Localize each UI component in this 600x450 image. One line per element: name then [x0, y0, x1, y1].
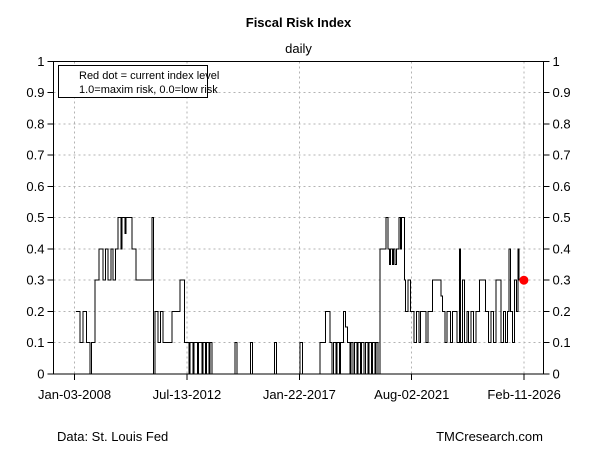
chart-title: Fiscal Risk Index [245, 15, 352, 30]
legend-line-1: Red dot = current index level [79, 70, 220, 82]
y-axis-label-right: 0.9 [553, 85, 571, 100]
y-axis-label-right: 1 [553, 54, 560, 69]
risk-series-line [76, 217, 524, 375]
y-axis-label-right: 0.6 [553, 179, 571, 194]
y-axis-label-left: 0.4 [26, 241, 44, 256]
legend-box: Red dot = current index level 1.0=maxim … [58, 65, 220, 98]
y-axis-label-right: 0.4 [553, 241, 571, 256]
y-axis-label-left: 0.1 [26, 335, 44, 350]
footer-source: Data: St. Louis Fed [57, 429, 169, 444]
y-axis-label-right: 0.8 [553, 116, 571, 131]
x-axis-label: Feb-11-2026 [487, 387, 560, 402]
y-axis-label-right: 0.1 [553, 335, 571, 350]
footer-site: TMCresearch.com [436, 429, 543, 444]
current-level-dot [519, 275, 529, 285]
y-axis-label-left: 0.3 [26, 273, 44, 288]
y-axis-label-left: 0.5 [26, 210, 44, 225]
y-axis-label-left: 0.7 [26, 148, 44, 163]
y-axis-label-left: 0.2 [26, 304, 44, 319]
x-axis-label: Jan-03-2008 [38, 387, 111, 402]
x-axis-label: Aug-02-2021 [374, 387, 449, 402]
y-axis-label-left: 0.9 [26, 85, 44, 100]
x-axis-label: Jul-13-2012 [153, 387, 222, 402]
y-axis-label-right: 0.3 [553, 273, 571, 288]
y-axis-label-right: 0.2 [553, 304, 571, 319]
y-axis-label-right: 0 [553, 367, 560, 382]
legend-line-2: 1.0=maxim risk, 0.0=low risk [79, 84, 218, 96]
y-axis-label-right: 0.7 [553, 148, 571, 163]
y-axis-label-left: 0.8 [26, 116, 44, 131]
y-axis-label-left: 1 [37, 54, 44, 69]
chart-subtitle: daily [285, 41, 312, 56]
x-axis-label: Jan-22-2017 [263, 387, 336, 402]
y-axis-label-right: 0.5 [553, 210, 571, 225]
y-axis-label-left: 0 [37, 367, 44, 382]
y-axis-label-left: 0.6 [26, 179, 44, 194]
